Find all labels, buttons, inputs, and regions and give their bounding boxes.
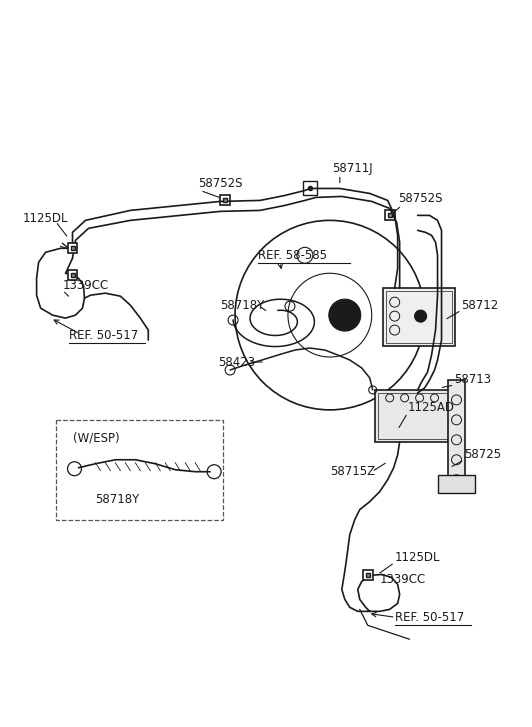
Text: 58718Y: 58718Y — [220, 299, 264, 312]
Text: 1125DL: 1125DL — [395, 551, 440, 564]
Bar — [220, 196, 230, 206]
Text: 1125AD: 1125AD — [408, 401, 455, 414]
Text: 58718Y: 58718Y — [95, 493, 140, 506]
Bar — [386, 292, 452, 343]
Bar — [437, 475, 476, 493]
Text: REF. 50-517: REF. 50-517 — [69, 329, 138, 342]
Text: (W/ESP): (W/ESP) — [72, 431, 119, 444]
Bar — [378, 393, 453, 439]
Circle shape — [329, 300, 361, 331]
Circle shape — [414, 310, 427, 322]
Bar — [385, 210, 395, 220]
Text: 58423: 58423 — [218, 356, 255, 369]
Text: 58715Z: 58715Z — [330, 465, 375, 478]
Text: 58712: 58712 — [461, 299, 498, 312]
Bar — [55, 420, 223, 520]
Text: 58725: 58725 — [464, 449, 502, 461]
Text: 58711J: 58711J — [332, 162, 372, 175]
Bar — [363, 571, 373, 580]
Text: 58713: 58713 — [454, 374, 492, 387]
Bar — [375, 390, 456, 442]
Bar — [383, 288, 454, 346]
Text: 58752S: 58752S — [198, 177, 243, 190]
Text: 58752S: 58752S — [397, 192, 442, 205]
Text: 1339CC: 1339CC — [380, 573, 426, 586]
Bar — [447, 380, 466, 490]
Text: 1125DL: 1125DL — [23, 212, 68, 225]
Bar — [303, 182, 317, 196]
Text: REF. 58-585: REF. 58-585 — [258, 249, 327, 262]
Text: 1339CC: 1339CC — [63, 278, 109, 292]
Bar — [68, 244, 78, 253]
Text: REF. 50-517: REF. 50-517 — [395, 611, 464, 624]
Bar — [68, 270, 78, 280]
